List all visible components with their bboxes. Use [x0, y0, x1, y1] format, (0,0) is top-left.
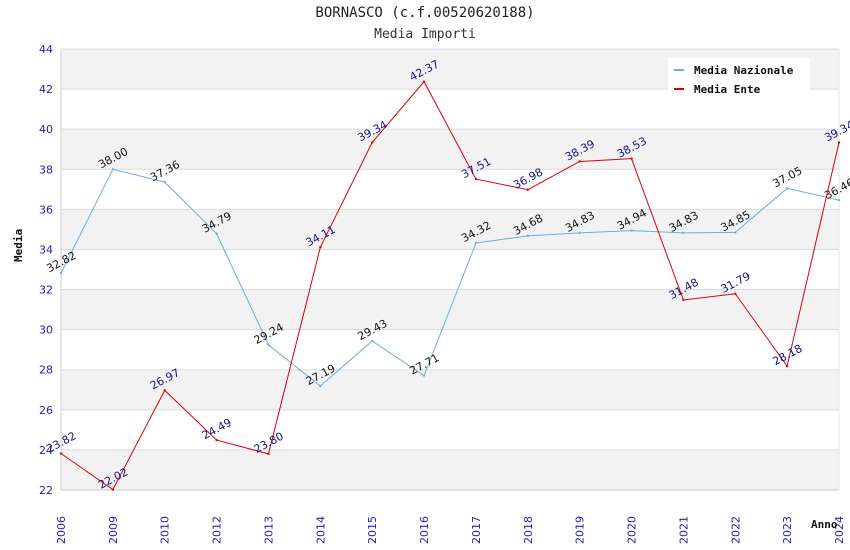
legend-item-media-ente: Media Ente	[674, 83, 760, 99]
data-point-nazionale	[215, 232, 218, 235]
data-point-ente	[474, 177, 478, 181]
data-point-ente	[630, 157, 633, 160]
data-point-nazionale	[578, 231, 581, 235]
data-point-nazionale	[422, 374, 426, 377]
legend-item-media-nazionale: Media Nazionale	[674, 64, 793, 80]
data-point-ente	[837, 141, 841, 144]
data-point-ente	[526, 188, 529, 191]
background-band	[61, 449, 839, 490]
data-point-nazionale	[474, 241, 478, 245]
x-tick-label: 2014	[314, 516, 327, 544]
data-point-ente	[319, 246, 322, 249]
background-band	[61, 209, 839, 250]
data-point-ente	[215, 438, 218, 442]
data-point-ente	[111, 488, 115, 491]
legend: Media Nazionale Media Ente	[668, 58, 810, 102]
x-tick-label: 2016	[418, 516, 431, 544]
legend-label-nazionale: Media Nazionale	[694, 64, 794, 77]
x-tick-label: 2021	[677, 516, 690, 544]
y-tick-label: 44	[39, 43, 53, 56]
legend-swatch-nazionale	[674, 69, 684, 71]
y-tick-label: 34	[39, 243, 53, 256]
y-tick-label: 38	[39, 163, 53, 176]
data-point-nazionale	[267, 343, 270, 347]
data-point-ente	[59, 452, 63, 455]
chart-subtitle: Media Importi	[374, 27, 476, 42]
data-point-nazionale	[630, 229, 633, 232]
data-point-nazionale	[785, 187, 789, 190]
x-tick-label: 2023	[781, 516, 794, 544]
data-point-nazionale	[59, 271, 63, 275]
data-point-nazionale	[111, 168, 115, 171]
data-label-ente: 24.49	[200, 416, 234, 442]
x-tick-label: 2015	[366, 516, 379, 544]
x-tick-label: 2013	[262, 516, 275, 544]
x-tick-label: 2006	[55, 516, 68, 544]
legend-label-ente: Media Ente	[694, 83, 761, 96]
x-axis-label: Anno	[811, 518, 838, 531]
y-tick-label: 32	[39, 284, 53, 297]
x-tick-label: 2024	[833, 516, 846, 544]
y-tick-label: 24	[39, 444, 53, 457]
data-point-ente	[422, 80, 426, 83]
y-tick-label: 36	[39, 203, 53, 216]
y-axis-label: Media	[12, 228, 25, 262]
y-tick-label: 30	[39, 324, 53, 337]
legend-swatch-ente	[674, 88, 684, 90]
background-band	[61, 129, 839, 170]
x-tick-label: 2018	[522, 516, 535, 544]
data-point-nazionale	[682, 231, 685, 235]
y-tick-label: 26	[39, 404, 53, 417]
data-point-ente	[682, 298, 685, 302]
x-tick-label: 2019	[574, 516, 587, 544]
x-tick-label: 2020	[626, 516, 639, 544]
data-point-nazionale	[319, 384, 322, 388]
data-point-nazionale	[526, 234, 529, 238]
data-point-nazionale	[734, 231, 737, 234]
data-point-nazionale	[837, 198, 841, 202]
data-point-ente	[578, 160, 581, 163]
data-point-ente	[785, 364, 789, 368]
x-tick-label: 2009	[107, 516, 120, 544]
data-point-ente	[734, 292, 737, 295]
data-point-ente	[163, 389, 166, 392]
background-band	[61, 369, 839, 410]
series-line-ente	[60, 80, 840, 491]
data-point-ente	[371, 141, 374, 144]
y-tick-label: 28	[39, 364, 53, 377]
series-line-nazionale	[60, 168, 840, 387]
x-tick-label: 2022	[729, 516, 742, 544]
data-point-nazionale	[371, 339, 374, 343]
data-point-nazionale	[163, 180, 166, 184]
chart-title: BORNASCO (c.f.00520620188)	[315, 5, 535, 21]
y-tick-label: 22	[39, 484, 53, 497]
x-tick-label: 2017	[470, 516, 483, 544]
x-tick-label: 2012	[211, 516, 224, 544]
data-point-ente	[267, 452, 270, 456]
x-tick-label: 2010	[159, 516, 172, 544]
y-tick-label: 42	[39, 83, 53, 96]
y-tick-label: 40	[39, 123, 53, 136]
